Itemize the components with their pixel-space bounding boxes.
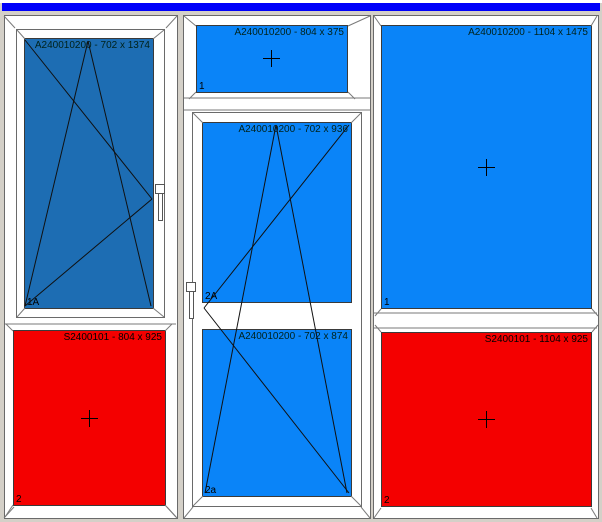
window-handle-icon	[158, 193, 163, 221]
pane-number: 2	[384, 495, 390, 506]
window-handle-icon	[189, 291, 194, 319]
top-white-strip	[0, 0, 602, 3]
glass-pane-left-bottom[interactable]: S2400101 - 804 x 925 2	[13, 330, 166, 506]
glass-pane-right-bottom[interactable]: S2400101 - 1104 x 925 2	[381, 332, 592, 507]
glass-pane-left-top[interactable]: A240010200 - 702 x 1374 1A	[24, 38, 154, 309]
pane-number: 1	[384, 297, 390, 308]
top-accent-bar	[2, 3, 600, 11]
glass-pane-right-top[interactable]: A240010200 - 1104 x 1475 1	[381, 25, 592, 309]
glass-pane-middle-bottom[interactable]: A240010200 - 702 x 874 2a	[202, 329, 352, 497]
pane-number: 1A	[27, 297, 40, 308]
pane-label: S2400101 - 804 x 925	[63, 332, 162, 343]
pane-label: A240010200 - 702 x 874	[238, 331, 348, 342]
pane-label: A240010200 - 804 x 375	[234, 27, 344, 38]
pane-label: A240010200 - 1104 x 1475	[468, 27, 588, 38]
pane-number: 2a	[205, 485, 217, 496]
pane-label: A240010200 - 702 x 936	[238, 124, 348, 135]
pane-label: S2400101 - 1104 x 925	[484, 334, 588, 345]
pane-label: A240010200 - 702 x 1374	[34, 40, 150, 51]
glass-pane-middle-top[interactable]: A240010200 - 804 x 375 1	[196, 25, 348, 93]
pane-number: 2A	[205, 291, 218, 302]
glass-pane-middle-mid[interactable]: A240010200 - 702 x 936 2A	[202, 122, 352, 303]
pane-number: 2	[16, 494, 22, 505]
pane-number: 1	[199, 81, 205, 92]
